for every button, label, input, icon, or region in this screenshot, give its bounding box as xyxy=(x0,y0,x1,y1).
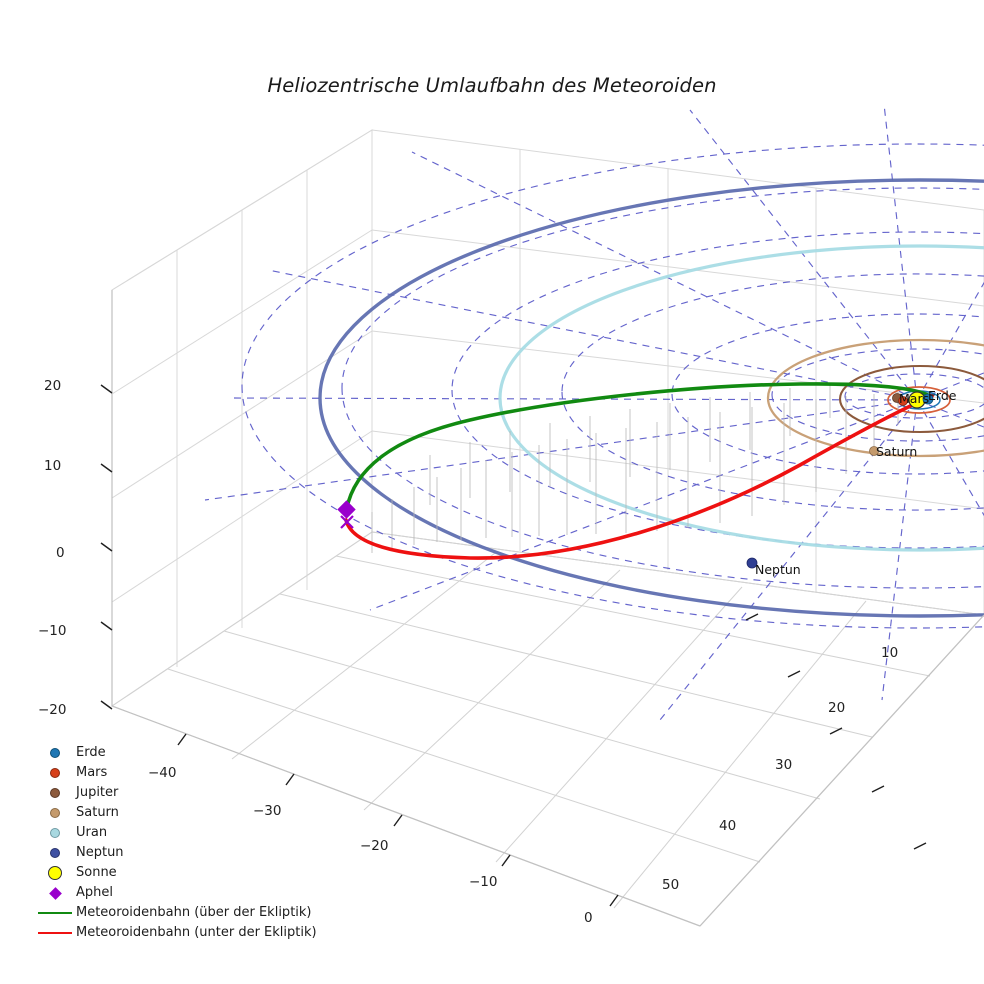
y-tick-label: 40 xyxy=(719,818,737,834)
y-tick-label: 50 xyxy=(662,877,680,893)
polar-grid xyxy=(204,103,984,721)
annotation-saturn: Saturn xyxy=(876,444,918,459)
z-tick-label: −20 xyxy=(38,702,67,718)
orbit-saturn xyxy=(766,338,984,458)
legend-item-mars[interactable]: Mars xyxy=(34,763,334,783)
legend-item-saturn[interactable]: Saturn xyxy=(34,803,334,823)
axis-spines xyxy=(111,290,984,927)
y-tick-label: 10 xyxy=(881,645,899,661)
y-tick-label: 30 xyxy=(775,757,793,773)
annotation-erde: Erde xyxy=(928,388,957,403)
z-tick-label: −10 xyxy=(38,623,67,639)
planet-marker-neptun xyxy=(746,557,758,569)
orbit-uran xyxy=(498,244,984,552)
legend-item-jupiter[interactable]: Jupiter xyxy=(34,783,334,803)
legend-marker-aphel-icon xyxy=(34,886,76,900)
legend-label: Sonne xyxy=(76,865,117,880)
legend: Erde Mars Jupiter Saturn Uran xyxy=(34,743,334,943)
legend-item-aphel[interactable]: Aphel xyxy=(34,883,334,903)
legend-line-red-icon xyxy=(34,931,76,935)
z-tick-label: 0 xyxy=(56,545,65,561)
planet-marker-mars xyxy=(898,396,908,406)
orbit-neptun xyxy=(318,178,984,618)
legend-label: Saturn xyxy=(76,805,119,820)
legend-label: Erde xyxy=(76,745,106,760)
aphel-marker xyxy=(337,500,356,519)
legend-item-meteoroid-above[interactable]: Meteoroidenbahn (über der Ekliptik) xyxy=(34,903,334,923)
z-tick-label: 10 xyxy=(44,458,62,474)
legend-label: Uran xyxy=(76,825,108,840)
axis-tick-marks xyxy=(100,384,927,907)
annotation-neptun: Neptun xyxy=(755,562,801,577)
legend-item-uran[interactable]: Uran xyxy=(34,823,334,843)
legend-line-green-icon xyxy=(34,911,76,915)
x-tick-label: 0 xyxy=(584,910,593,926)
meteoroid-orbit-above-ecliptic xyxy=(344,382,932,515)
legend-marker-erde-icon xyxy=(34,748,76,758)
legend-marker-uran-icon xyxy=(34,828,76,838)
legend-item-meteoroid-below[interactable]: Meteoroidenbahn (unter der Ekliptik) xyxy=(34,923,334,943)
annotation-mars: Mars xyxy=(899,391,930,406)
legend-marker-jupiter-icon xyxy=(34,788,76,798)
legend-label: Aphel xyxy=(76,885,113,900)
legend-marker-mars-icon xyxy=(34,768,76,778)
legend-marker-sonne-icon xyxy=(34,866,76,880)
page-title: Heliozentrische Umlaufbahn des Meteoroid… xyxy=(267,74,717,97)
legend-label: Meteoroidenbahn (unter der Ekliptik) xyxy=(76,925,317,940)
aphel-projection-cross xyxy=(340,515,354,529)
x-tick-label: −10 xyxy=(469,874,498,890)
legend-item-neptun[interactable]: Neptun xyxy=(34,843,334,863)
meteoroid-orbit-below-ecliptic xyxy=(344,394,934,560)
legend-marker-neptun-icon xyxy=(34,848,76,858)
legend-label: Mars xyxy=(76,765,108,780)
x-tick-label: −40 xyxy=(148,765,177,781)
planet-marker-saturn xyxy=(869,446,879,456)
x-axis-spine xyxy=(111,705,701,927)
legend-label: Jupiter xyxy=(76,785,119,800)
orbit-jupiter xyxy=(838,364,984,434)
y-tick-label: 20 xyxy=(828,700,846,716)
ecliptic-stem-lines xyxy=(371,384,899,553)
legend-label: Meteoroidenbahn (über der Ekliptik) xyxy=(76,905,312,920)
legend-item-erde[interactable]: Erde xyxy=(34,743,334,763)
z-tick-label: 20 xyxy=(44,378,62,394)
legend-item-sonne[interactable]: Sonne xyxy=(34,863,334,883)
planet-marker-erde xyxy=(922,393,934,405)
legend-label: Neptun xyxy=(76,845,124,860)
legend-marker-saturn-icon xyxy=(34,808,76,818)
y-axis-spine xyxy=(699,614,984,927)
x-tick-label: −20 xyxy=(360,838,389,854)
x-tick-label: −30 xyxy=(253,803,282,819)
